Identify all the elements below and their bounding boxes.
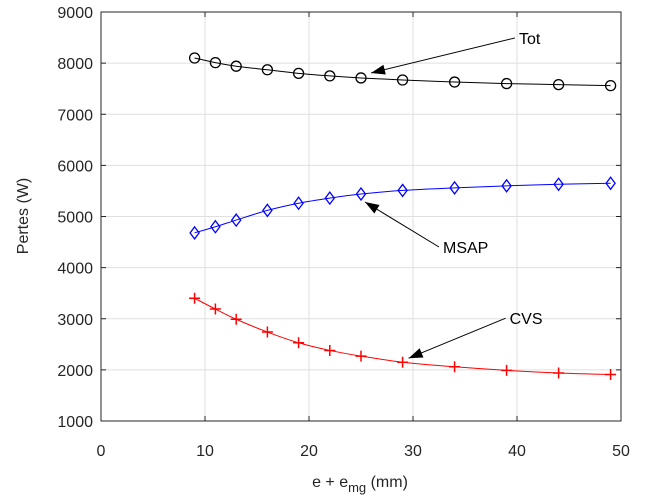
arrow-head <box>371 64 386 75</box>
arrow-shaft <box>408 317 506 359</box>
series-cvs <box>189 292 617 380</box>
data-point-circle <box>292 67 305 79</box>
data-point-circle <box>355 72 367 84</box>
annotation-tot: Tot <box>370 31 541 75</box>
data-point-diamond <box>397 183 408 198</box>
x-axis-label-unit: (mm) <box>366 474 408 491</box>
ticks: 0 10 20 30 40 50 1000 2000 3000 4000 5000 6000 7000 8… <box>57 5 630 460</box>
x-tick-label: 40 <box>508 443 526 460</box>
data-point-diamond <box>449 180 460 195</box>
data-point-circle <box>209 56 222 69</box>
series-msap <box>189 176 616 240</box>
annotation-label: CVS <box>510 311 543 328</box>
data-point-diamond <box>355 186 367 202</box>
data-point-plus <box>230 313 242 325</box>
data-point-plus <box>261 326 273 338</box>
y-tick-label: 6000 <box>57 158 93 175</box>
x-tick-label: 0 <box>97 443 106 460</box>
y-tick-label: 9000 <box>57 5 93 22</box>
data-point-diamond <box>230 212 242 228</box>
data-point-circle <box>500 77 513 90</box>
data-point-circle <box>261 64 274 76</box>
y-tick-label: 8000 <box>57 56 93 73</box>
arrow-head <box>408 348 424 359</box>
x-axis-label-subscript: mg <box>348 480 366 495</box>
x-tick-label: 10 <box>196 443 214 460</box>
annotation-label: Tot <box>519 31 541 48</box>
data-point-plus <box>501 364 513 376</box>
data-point-plus <box>209 303 221 315</box>
data-point-plus <box>553 367 565 379</box>
annotation-msap: MSAP <box>364 201 488 257</box>
x-axis-label: e + emg (mm) <box>312 474 408 495</box>
data-point-diamond <box>262 203 273 218</box>
y-axis-label: Pertes (W) <box>15 178 32 254</box>
data-point-diamond <box>605 176 616 191</box>
y-tick-label: 3000 <box>57 312 93 329</box>
data-point-plus <box>355 350 367 362</box>
arrow-shaft <box>370 37 516 74</box>
annotation-layer: Tot MSAP CVS <box>364 31 543 359</box>
data-point-plus <box>449 361 461 373</box>
x-axis-label-main: e + e <box>312 474 348 491</box>
data-point-diamond <box>553 177 564 192</box>
data-point-plus <box>293 337 305 349</box>
data-point-circle <box>604 79 617 92</box>
series-tot <box>188 52 617 92</box>
data-point-diamond <box>501 178 512 193</box>
y-tick-label: 2000 <box>57 363 93 380</box>
data-point-plus <box>189 292 201 304</box>
x-tick-label: 50 <box>612 443 630 460</box>
y-tick-label: 4000 <box>57 261 93 278</box>
data-point-circle <box>448 76 461 88</box>
series-layer <box>188 52 617 380</box>
arrow-head <box>365 202 380 214</box>
x-tick-label: 30 <box>404 443 422 460</box>
data-point-diamond <box>293 196 304 211</box>
data-point-plus <box>605 368 617 380</box>
y-tick-label: 7000 <box>57 107 93 124</box>
data-point-circle <box>230 60 242 72</box>
data-point-diamond <box>324 191 336 206</box>
data-point-plus <box>324 344 336 356</box>
data-point-diamond <box>189 225 200 240</box>
data-point-circle <box>324 70 336 82</box>
data-point-circle <box>396 74 409 86</box>
data-point-circle <box>188 52 201 64</box>
arrow-shaft <box>364 201 440 248</box>
annotation-cvs: CVS <box>408 311 543 359</box>
annotation-label: MSAP <box>443 240 488 257</box>
data-point-plus <box>397 356 409 368</box>
series-line <box>194 57 611 87</box>
data-point-diamond <box>210 219 221 234</box>
y-tick-label: 5000 <box>57 210 93 227</box>
data-point-circle <box>552 78 565 91</box>
x-tick-label: 20 <box>300 443 318 460</box>
y-tick-label: 1000 <box>57 414 93 431</box>
